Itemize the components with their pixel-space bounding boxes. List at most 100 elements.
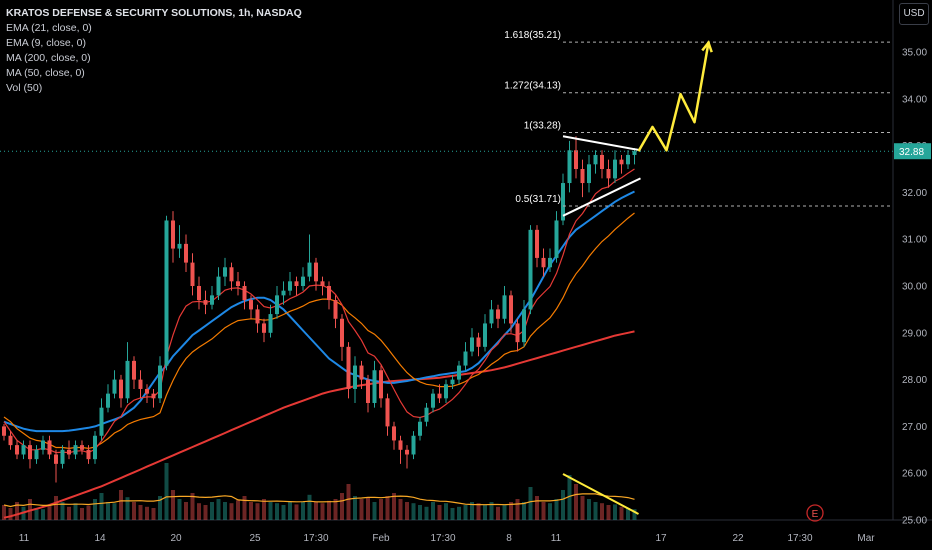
volume-bar	[125, 497, 130, 520]
candle-body	[528, 229, 533, 310]
candle-body	[444, 384, 448, 399]
candle-body	[15, 445, 19, 455]
candle-body	[613, 159, 617, 179]
fib-level-label: 0.5(31.71)	[515, 194, 561, 205]
symbol-title: KRATOS DEFENSE & SECURITY SOLUTIONS, 1h,…	[6, 7, 302, 19]
candle-body	[262, 323, 266, 333]
volume-bar	[112, 503, 117, 520]
volume-divergence-line	[562, 473, 639, 515]
candle-body	[437, 393, 442, 399]
candle-body	[138, 379, 143, 389]
y-tick-label: 28.00	[902, 375, 927, 386]
volume-bar	[411, 503, 416, 520]
volume-bar	[255, 503, 260, 520]
x-tick-label: 11	[551, 533, 562, 544]
volume-bar	[522, 502, 526, 520]
candle-body	[242, 286, 247, 301]
volume-bar	[210, 502, 214, 520]
candle-body	[502, 295, 507, 319]
volume-bar	[437, 505, 442, 520]
candle-body	[548, 257, 552, 268]
volume-bar	[80, 508, 84, 520]
volume-bar	[593, 502, 598, 520]
legend-volume: Vol (50)	[6, 82, 43, 94]
candle-body	[470, 337, 474, 352]
volume-bar	[41, 509, 45, 520]
volume-bar	[567, 475, 572, 520]
volume-bar	[8, 508, 13, 520]
fib-level-label: 1.618(35.21)	[504, 30, 561, 41]
candle-body	[587, 164, 591, 184]
volume-bar	[320, 503, 325, 520]
volume-bar	[613, 504, 617, 520]
candle-body	[223, 267, 227, 277]
volume-bar	[229, 503, 234, 520]
volume-bar	[574, 484, 578, 520]
y-tick-label: 30.00	[902, 282, 927, 293]
candle-body	[424, 407, 429, 422]
currency-button[interactable]: USD	[899, 3, 929, 25]
volume-bar	[476, 503, 481, 520]
volume-bar	[470, 502, 474, 520]
candle-body	[177, 243, 182, 249]
candle-body	[171, 220, 175, 249]
volume-ma-line	[3, 493, 635, 508]
volume-bar	[28, 499, 32, 520]
x-tick-label: 17	[655, 533, 667, 544]
candle-body	[184, 243, 188, 263]
volume-bar	[587, 499, 591, 520]
candle-body	[67, 449, 71, 455]
volume-bar	[106, 502, 110, 520]
volume-bar	[418, 505, 422, 520]
candle-body	[281, 290, 286, 296]
volume-bar	[34, 508, 39, 520]
volume-bar	[346, 484, 351, 520]
candle-body	[515, 323, 520, 343]
chart-legend: KRATOS DEFENSE & SECURITY SOLUTIONS, 1h,…	[6, 6, 302, 96]
candle-body	[106, 393, 110, 408]
candle-body	[164, 220, 169, 366]
x-tick-label: Mar	[857, 533, 875, 544]
candle-body	[28, 445, 32, 460]
candle-body	[125, 360, 130, 399]
last-price-label: 32.88	[899, 147, 924, 158]
volume-bar	[431, 502, 435, 520]
volume-bar	[457, 506, 461, 520]
candle-body	[606, 169, 611, 179]
earnings-marker-label: E	[812, 509, 819, 520]
volume-bar	[535, 496, 539, 520]
candle-body	[509, 295, 513, 324]
candle-body	[359, 365, 364, 380]
candle-body	[463, 351, 468, 366]
candle-body	[496, 309, 500, 319]
x-tick-label: 20	[170, 533, 182, 544]
fib-level-label: 1(33.28)	[524, 120, 561, 131]
candle-body	[307, 262, 312, 277]
candle-body	[268, 314, 273, 333]
volume-bar	[281, 505, 286, 520]
volume-bar	[54, 496, 58, 520]
candle-body	[2, 426, 6, 436]
volume-bar	[606, 505, 611, 520]
volume-bar	[93, 499, 97, 520]
volume-bar	[340, 493, 344, 520]
candle-body	[73, 445, 78, 455]
volume-bar	[249, 502, 253, 520]
volume-bar	[561, 490, 565, 520]
x-tick-label: Feb	[372, 533, 390, 544]
volume-bar	[398, 499, 403, 520]
legend-ema9: EMA (9, close, 0)	[6, 37, 86, 49]
candle-body	[119, 379, 123, 399]
candle-body	[21, 445, 26, 455]
y-tick-label: 35.00	[902, 48, 927, 59]
volume-bar	[301, 502, 305, 520]
volume-bar	[619, 506, 624, 520]
candle-body	[288, 281, 292, 291]
volume-bar	[268, 502, 273, 520]
candle-body	[392, 426, 396, 441]
candle-body	[132, 360, 136, 380]
volume-bar	[626, 508, 630, 520]
volume-bar	[333, 499, 338, 520]
last-price-tag	[894, 143, 931, 160]
